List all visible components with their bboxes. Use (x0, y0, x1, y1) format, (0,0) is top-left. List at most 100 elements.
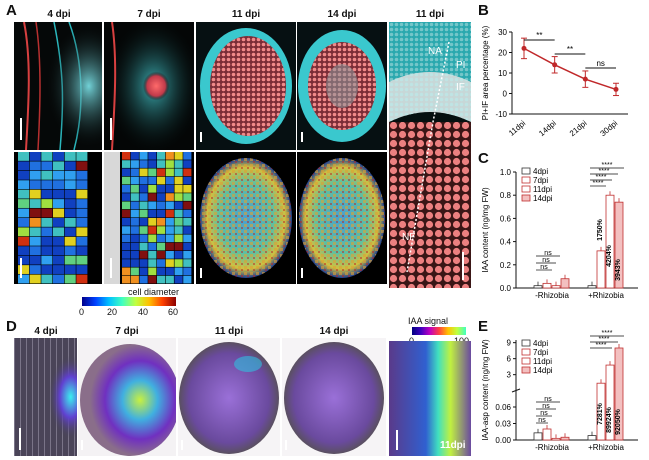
cell-segment (139, 259, 148, 267)
y-axis-label: IAA-asp content (ng/mg FW) (481, 339, 490, 441)
panel-d-inset-label: 11dpi (440, 440, 466, 451)
cell-segment (130, 234, 139, 243)
series-line (523, 47, 617, 91)
panel-a-label-4dpi: 4 dpi (47, 9, 71, 20)
colorbar-tick-60: 60 (168, 307, 179, 317)
cell-segment (64, 246, 76, 256)
panel-a-label-11dpi-zoom: 11 dpi (415, 9, 445, 20)
cell-segment (148, 160, 157, 168)
cell-segment (64, 265, 76, 274)
cell-segment (148, 267, 157, 276)
cell-segment (76, 170, 88, 180)
cell-diameter-colorbar-title: cell diameter (128, 287, 180, 297)
cell-segment (29, 255, 41, 265)
cell-segment (53, 161, 65, 171)
cell-segment (174, 160, 183, 168)
cell-segment (174, 193, 183, 201)
y-tick-label: 0.8 (500, 191, 512, 200)
percent-label: 89924% (606, 406, 613, 432)
x-tick-label: 30dpi (599, 118, 620, 138)
legend-swatch (521, 176, 531, 184)
bar (533, 285, 543, 289)
panel-letter-c: C (478, 150, 489, 167)
cell-segment (174, 201, 183, 210)
cell-segment (64, 170, 76, 180)
cell-segment (165, 201, 174, 210)
cell-diameter-map-4dpi (14, 152, 102, 284)
label-na: NA (428, 46, 442, 57)
y-tick-label: -10 (495, 110, 507, 119)
y-tick-label: 10 (498, 69, 507, 78)
panel-d-label-4dpi: 4 dpi (34, 326, 58, 337)
cell-segment (76, 180, 88, 190)
cell-segment (148, 275, 157, 284)
cell-segment (18, 189, 30, 199)
cell-segment (139, 160, 148, 168)
cell-segment (41, 161, 53, 171)
cell-segment (76, 189, 88, 199)
cell-segment (76, 236, 88, 246)
bar (560, 278, 570, 289)
significance-label: **** (593, 180, 604, 187)
group-label: -Rhizobia (535, 291, 569, 300)
cell-segment (183, 267, 192, 276)
cell-segment (29, 152, 41, 161)
cell-segment (76, 208, 88, 218)
data-point (613, 86, 619, 92)
y-tick-label: 3 (507, 371, 512, 380)
micrograph-7dpi-fluorescence (104, 22, 194, 150)
cell-segment (183, 226, 192, 234)
chart-e: 0.00 0.03 0.06 3 6 9 IAA-asp content (ng/mg FW… (481, 330, 638, 452)
cell-segment (130, 193, 139, 201)
cell-segment (29, 208, 41, 218)
cell-segment (183, 209, 192, 218)
cell-segment (29, 161, 41, 171)
cell-segment (174, 234, 183, 243)
significance-label: **** (602, 330, 613, 337)
significance-label: **** (596, 342, 607, 349)
legend-label: 7dpi (533, 348, 548, 357)
panel-letter-a: A (6, 2, 17, 19)
cell-segment (174, 267, 183, 276)
cell-segment (76, 218, 88, 227)
legend-label: 4dpi (533, 167, 548, 176)
cell-segment (29, 236, 41, 246)
cell-segment (64, 189, 76, 199)
cell-segment (174, 259, 183, 267)
significance-label: ns (542, 403, 550, 410)
cell-segment (29, 199, 41, 208)
cell-segment (64, 227, 76, 237)
cell-segment (130, 251, 139, 259)
cell-segment (18, 208, 30, 218)
cell-segment (157, 209, 166, 218)
cell-segment (148, 218, 157, 226)
cell-segment (157, 259, 166, 267)
cell-segment (148, 152, 157, 160)
cell-segment (76, 161, 88, 171)
cell-segment (139, 218, 148, 226)
cell-segment (139, 193, 148, 201)
panel-d-label-14dpi: 14 dpi (319, 326, 349, 337)
significance-label: ns (596, 59, 604, 68)
cell-segment (53, 274, 65, 284)
percent-label: 3943% (615, 258, 622, 281)
cell-segment (29, 274, 41, 284)
significance-label: ns (540, 410, 548, 417)
cell-segment (18, 255, 30, 265)
iaa-micrograph-4dpi (14, 338, 77, 456)
cell-segment (139, 176, 148, 185)
legend-label: 11dpi (533, 357, 552, 366)
cell-segment (165, 275, 174, 284)
panel-a-label-7dpi: 7 dpi (137, 9, 161, 20)
percent-label: 1750% (597, 218, 604, 241)
scale-bar (181, 440, 183, 450)
cell-segment (64, 208, 76, 218)
cell-segment (41, 255, 53, 265)
cell-segment (157, 218, 166, 226)
cell-segment (130, 275, 139, 284)
cell-segment (41, 170, 53, 180)
cell-segment (64, 152, 76, 161)
y-tick-label: 20 (498, 49, 507, 58)
label-nf: NF (402, 232, 416, 243)
cell-segment (53, 170, 65, 180)
